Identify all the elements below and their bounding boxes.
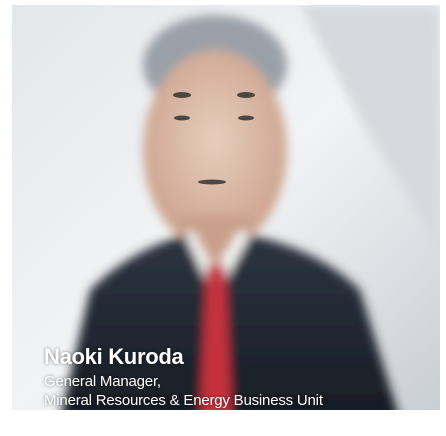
- person-name: Naoki Kuroda: [44, 344, 323, 370]
- caption: Naoki Kuroda General Manager, Mineral Re…: [44, 344, 323, 410]
- business-unit: Mineral Resources & Energy Business Unit: [44, 391, 323, 410]
- profile-card: Naoki Kuroda General Manager, Mineral Re…: [0, 0, 446, 436]
- job-title: General Manager,: [44, 372, 323, 391]
